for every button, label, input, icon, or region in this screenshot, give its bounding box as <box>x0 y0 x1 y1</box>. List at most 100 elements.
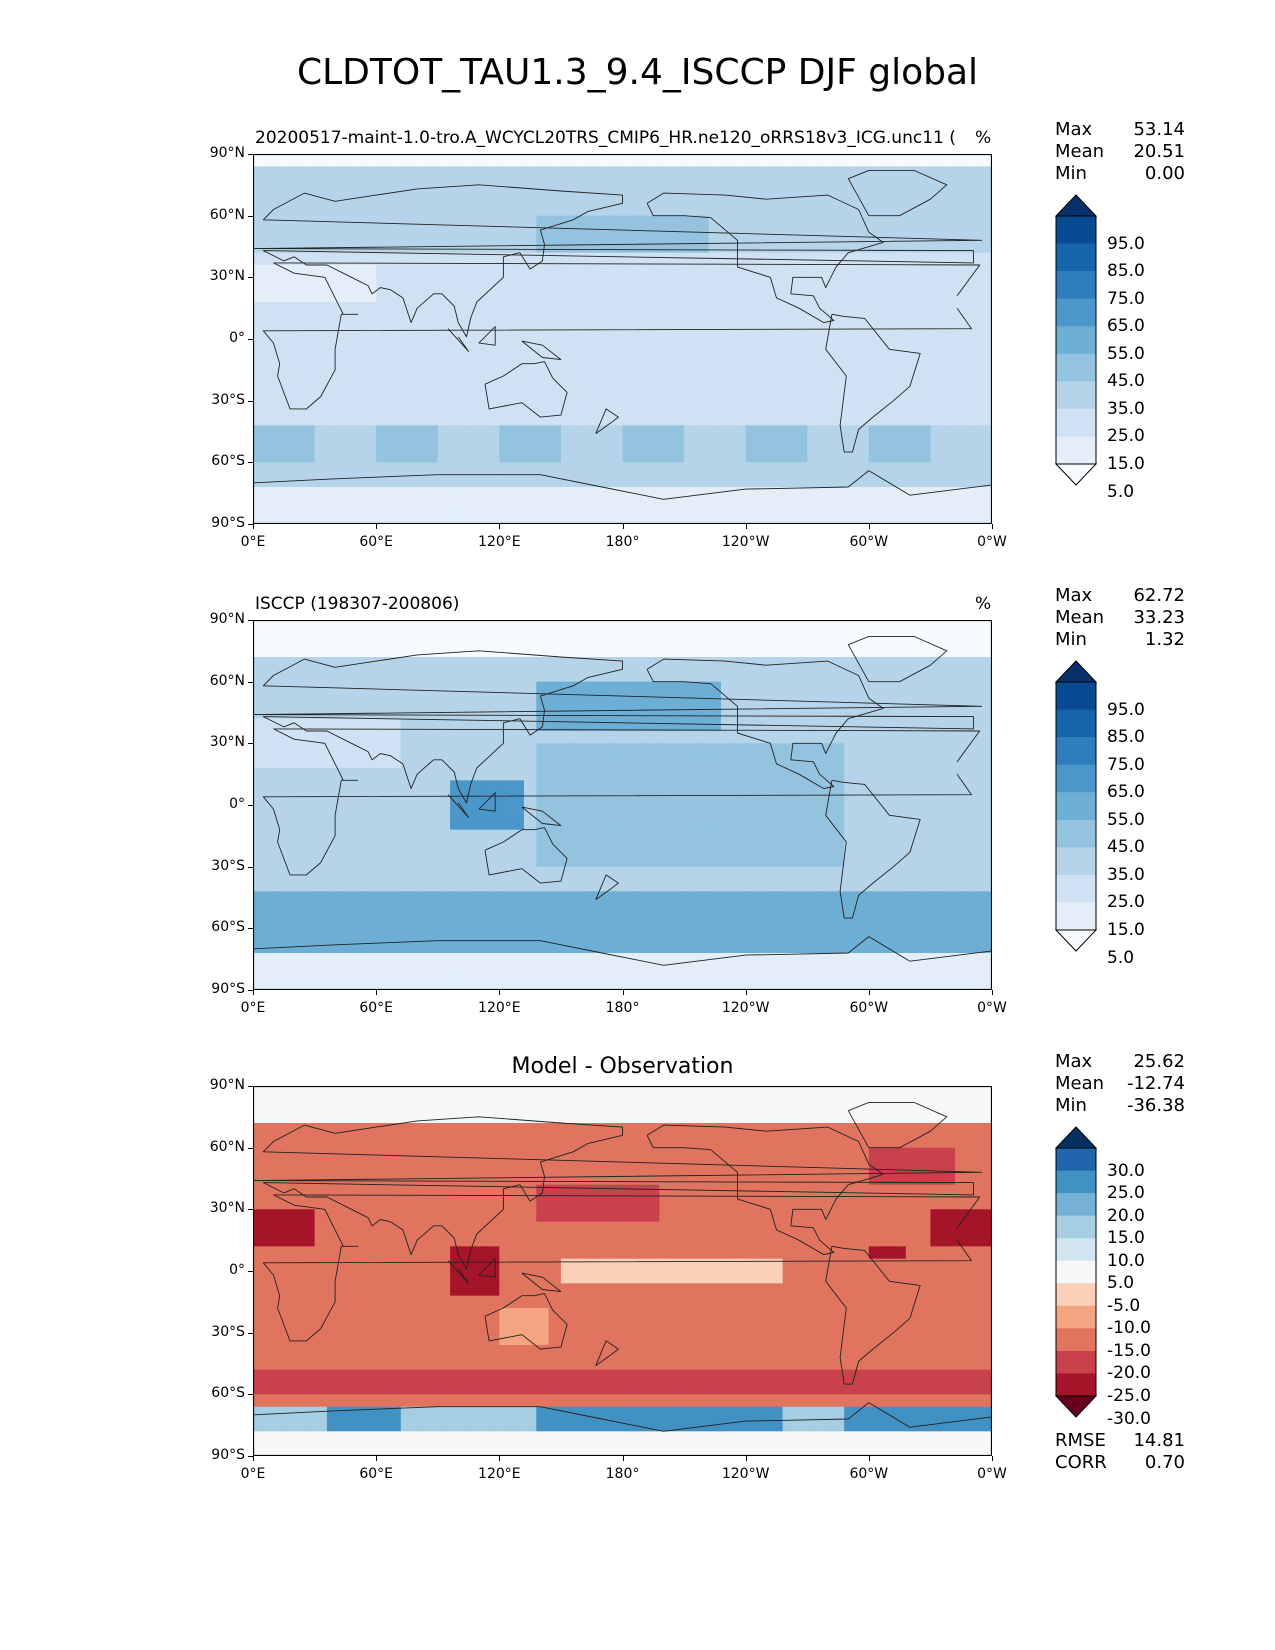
colorbar-tick-label: -30.0 <box>1107 1408 1151 1429</box>
x-tick-label: 120°W <box>721 1466 770 1482</box>
y-tick-label: 90°N <box>209 1077 245 1093</box>
x-tick-label: 60°E <box>359 1466 393 1482</box>
map-svg <box>253 1086 992 1456</box>
colorbar-tick-label: 25.0 <box>1107 1183 1145 1204</box>
y-tick-mark <box>248 1271 253 1272</box>
stats-box: Max 25.62 Mean -12.74 Min -36.38 <box>1055 1051 1185 1117</box>
stat-value: -36.38 <box>1126 1095 1185 1116</box>
x-tick-mark <box>745 990 747 995</box>
metric-value: 14.81 <box>1133 1430 1185 1451</box>
coastlines <box>253 169 992 524</box>
y-tick-mark <box>248 1147 253 1149</box>
map-svg <box>253 154 992 524</box>
y-tick-mark <box>248 1332 253 1334</box>
stat-value: 62.72 <box>1133 585 1185 606</box>
y-tick-label: 0° <box>229 796 245 812</box>
stat-row: Max 53.14 <box>1055 119 1185 141</box>
x-tick-mark <box>745 524 747 529</box>
x-tick-label: 120°W <box>721 534 770 550</box>
colorbar-svg <box>1054 1126 1098 1418</box>
x-tick-label: 180° <box>605 1000 640 1016</box>
x-tick-mark <box>253 524 254 529</box>
colorbar-tick-label: 35.0 <box>1107 864 1145 885</box>
y-tick-label: 60°N <box>209 1138 245 1155</box>
colorbar-tick-label: 15.0 <box>1107 454 1145 474</box>
colorbar-tick-label: 5.0 <box>1107 1273 1135 1294</box>
panel-left-title: ISCCP (198307-200806) <box>255 594 460 614</box>
colorbar-tick-label: 45.0 <box>1107 837 1145 858</box>
panel-units: % <box>975 128 992 148</box>
y-tick-mark <box>248 928 253 930</box>
colorbar-tick-label: 75.0 <box>1107 288 1145 309</box>
metric-row: RMSE 14.81 <box>1055 1430 1185 1452</box>
stat-value: 0.00 <box>1144 163 1185 184</box>
x-tick-mark <box>992 1456 993 1461</box>
x-tick-label: 0°E <box>240 1000 266 1016</box>
stats-box: Max 62.72 Mean 33.23 Min 1.32 <box>1055 585 1185 651</box>
colorbar-tick-label: 45.0 <box>1107 371 1145 392</box>
y-tick-mark <box>248 1209 253 1211</box>
colorbar-tick-label: 20.0 <box>1107 1205 1145 1226</box>
metric-row: CORR 0.70 <box>1055 1452 1185 1474</box>
colorbar-tick-label: -15.0 <box>1107 1340 1151 1361</box>
y-tick-mark <box>248 215 253 217</box>
x-tick-mark <box>868 1456 870 1461</box>
stat-row: Min 1.32 <box>1055 629 1185 651</box>
x-tick-mark <box>499 524 501 529</box>
x-tick-label: 60°W <box>849 1000 889 1016</box>
colorbar-tick-label: 15.0 <box>1107 1228 1145 1249</box>
coastlines <box>253 635 992 990</box>
stat-row: Mean -12.74 <box>1055 1073 1185 1095</box>
colorbar-tick-label: 55.0 <box>1107 343 1145 364</box>
x-tick-label: 0°E <box>240 1466 266 1482</box>
stat-label: Mean <box>1055 607 1105 628</box>
metric-label: CORR <box>1055 1452 1107 1473</box>
stat-row: Min 0.00 <box>1055 163 1185 185</box>
colorbar-tick-label: 85.0 <box>1107 261 1145 282</box>
map-plot <box>253 154 992 524</box>
stat-row: Max 62.72 <box>1055 585 1185 607</box>
colorbar-tick-label: 5.0 <box>1107 481 1135 502</box>
stat-value: 20.51 <box>1133 141 1185 162</box>
y-tick-mark <box>248 681 253 683</box>
y-tick-mark <box>248 154 253 155</box>
stat-value: -12.74 <box>1126 1073 1185 1094</box>
colorbar-tick-label: 95.0 <box>1107 699 1145 720</box>
x-tick-mark <box>253 1456 254 1461</box>
panel-units: % <box>975 594 992 614</box>
x-tick-label: 0°W <box>977 1466 1007 1482</box>
colorbar-tick-label: 65.0 <box>1107 782 1145 803</box>
x-tick-label: 120°E <box>478 534 521 550</box>
x-tick-label: 0°E <box>240 534 266 550</box>
y-tick-mark <box>248 400 253 402</box>
y-tick-label: 30°S <box>211 391 245 408</box>
colorbar-tick-label: 25.0 <box>1107 892 1145 913</box>
stat-label: Max <box>1055 1051 1093 1072</box>
colorbar-tick-label: -25.0 <box>1107 1386 1151 1406</box>
x-tick-mark <box>622 524 624 529</box>
x-tick-label: 60°W <box>849 534 889 550</box>
x-tick-label: 60°E <box>359 1000 393 1016</box>
stat-row: Mean 33.23 <box>1055 607 1185 629</box>
x-tick-label: 60°W <box>849 1466 889 1482</box>
y-tick-label: 60°S <box>211 1385 245 1402</box>
x-tick-mark <box>868 990 870 995</box>
y-tick-mark <box>248 743 253 745</box>
y-tick-mark <box>248 620 253 621</box>
colorbar-tick-label: -20.0 <box>1107 1363 1151 1384</box>
y-tick-mark <box>248 990 253 991</box>
colorbar-svg <box>1054 194 1098 486</box>
stat-row: Min -36.38 <box>1055 1095 1185 1117</box>
y-tick-label: 30°N <box>209 1200 245 1217</box>
colorbar: 30.0 25.0 20.0 15.0 10.0 5.0 -5.0 -10.0 -15.0 -20… <box>1054 1126 1195 1429</box>
x-tick-label: 120°E <box>478 1466 521 1482</box>
y-tick-label: 0° <box>229 1262 245 1278</box>
stat-label: Mean <box>1055 141 1105 162</box>
colorbar-tick-label: 75.0 <box>1107 754 1145 775</box>
stat-value: 1.32 <box>1144 629 1185 650</box>
x-tick-mark <box>376 524 378 529</box>
coastlines <box>253 1101 992 1456</box>
y-tick-mark <box>248 1394 253 1396</box>
metric-label: RMSE <box>1055 1430 1106 1451</box>
x-tick-mark <box>499 1456 501 1461</box>
